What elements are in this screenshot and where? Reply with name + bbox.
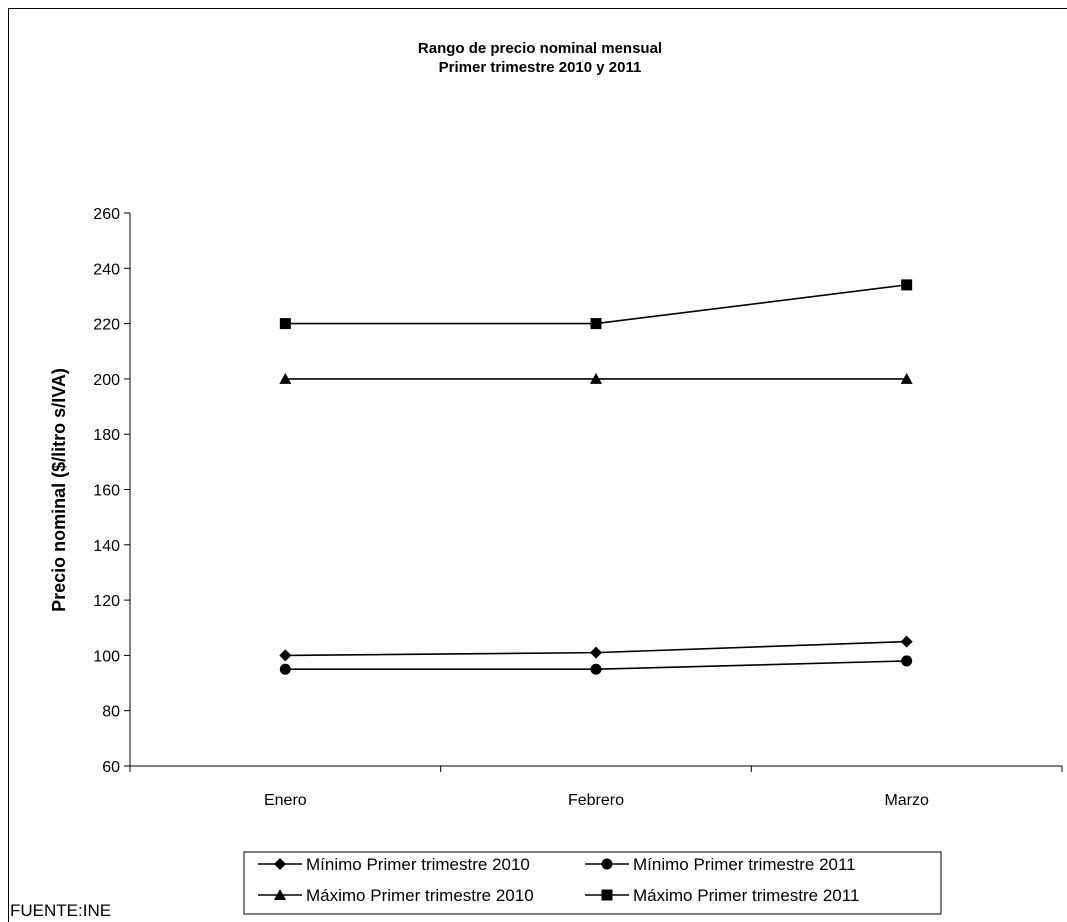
axes bbox=[129, 213, 1062, 767]
x-tick-label: Febrero bbox=[568, 792, 624, 809]
legend-label: Máximo Primer trimestre 2010 bbox=[306, 886, 534, 905]
data-point-diamond bbox=[900, 635, 913, 648]
data-point-circle bbox=[279, 663, 291, 675]
legend-marker-triangle bbox=[274, 889, 286, 900]
legend-label: Máximo Primer trimestre 2011 bbox=[633, 886, 859, 905]
series-square bbox=[279, 279, 913, 330]
legend-item: Mínimo Primer trimestre 2011 bbox=[585, 855, 856, 874]
data-point-circle bbox=[901, 655, 913, 667]
data-point-square bbox=[901, 279, 913, 291]
y-axis-ticks: 60 80 100 120 140 160 180 200 220 240 260 bbox=[93, 206, 130, 776]
legend-box bbox=[243, 851, 942, 915]
legend-marker-circle bbox=[601, 858, 613, 870]
legend-item: Máximo Primer trimestre 2010 bbox=[258, 886, 534, 905]
series-circle bbox=[279, 655, 913, 675]
series-diamond bbox=[279, 635, 913, 662]
y-tick-label: 220 bbox=[93, 317, 120, 334]
y-tick-label: 100 bbox=[93, 648, 120, 665]
y-tick-label: 60 bbox=[102, 759, 120, 776]
x-tick-label: Marzo bbox=[884, 792, 929, 809]
legend: Mínimo Primer trimestre 2010 Mínimo Prime… bbox=[243, 851, 942, 915]
y-tick-label: 200 bbox=[93, 372, 120, 389]
y-tick-label: 160 bbox=[93, 483, 120, 500]
y-tick-label: 140 bbox=[93, 538, 120, 555]
legend-label: Mínimo Primer trimestre 2010 bbox=[306, 855, 530, 874]
data-point-square bbox=[590, 318, 602, 330]
data-point-triangle bbox=[279, 372, 292, 384]
legend-marker-square bbox=[601, 889, 613, 901]
legend-marker-diamond bbox=[274, 858, 286, 870]
chart-title-line-1: Rango de precio nominal mensual bbox=[418, 40, 662, 57]
data-point-circle bbox=[590, 663, 602, 675]
y-tick-label: 80 bbox=[102, 704, 120, 721]
legend-item: Máximo Primer trimestre 2011 bbox=[585, 886, 859, 905]
legend-label: Mínimo Primer trimestre 2011 bbox=[633, 855, 856, 874]
y-tick-label: 120 bbox=[93, 593, 120, 610]
series-triangle bbox=[279, 372, 913, 384]
data-point-square bbox=[279, 318, 291, 330]
series-line bbox=[285, 284, 907, 325]
y-axis-label: Precio nominal ($/litro s/IVA) bbox=[49, 368, 69, 612]
data-point-triangle bbox=[590, 372, 602, 384]
source-note: FUENTE:INE bbox=[10, 901, 111, 920]
data-point-diamond bbox=[590, 646, 602, 659]
chart-title: Rango de precio nominal mensual Primer t… bbox=[418, 40, 662, 76]
chart-frame bbox=[8, 8, 1067, 922]
series-layer bbox=[279, 279, 913, 675]
x-axis-ticks: Enero Febrero Marzo bbox=[129, 766, 1063, 809]
chart-title-line-2: Primer trimestre 2010 y 2011 bbox=[439, 59, 642, 76]
y-tick-label: 260 bbox=[93, 206, 120, 223]
x-tick-label: Enero bbox=[264, 792, 307, 809]
data-point-triangle bbox=[900, 372, 913, 384]
y-tick-label: 180 bbox=[93, 427, 120, 444]
legend-item: Mínimo Primer trimestre 2010 bbox=[258, 855, 530, 874]
y-tick-label: 240 bbox=[93, 261, 120, 278]
data-point-diamond bbox=[279, 649, 292, 662]
